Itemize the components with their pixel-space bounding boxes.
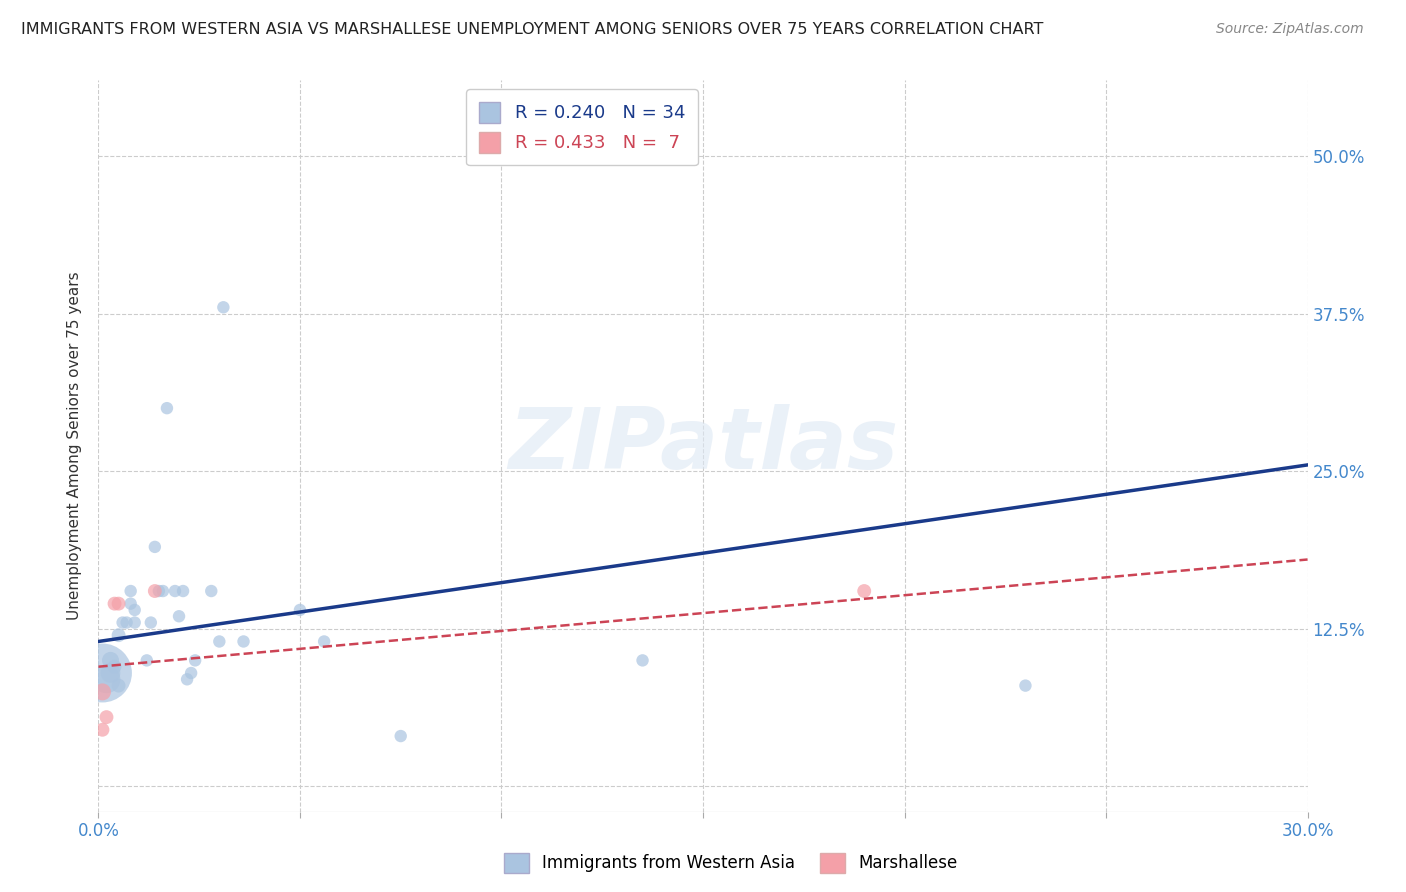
Text: IMMIGRANTS FROM WESTERN ASIA VS MARSHALLESE UNEMPLOYMENT AMONG SENIORS OVER 75 Y: IMMIGRANTS FROM WESTERN ASIA VS MARSHALL… bbox=[21, 22, 1043, 37]
Point bbox=[124, 603, 146, 617]
Point bbox=[288, 603, 311, 617]
Point bbox=[135, 653, 157, 667]
Point bbox=[96, 710, 118, 724]
Legend: Immigrants from Western Asia, Marshallese: Immigrants from Western Asia, Marshalles… bbox=[498, 847, 965, 880]
Point bbox=[314, 634, 336, 648]
Point bbox=[143, 584, 166, 599]
Point bbox=[156, 401, 179, 416]
Text: ZIPatlas: ZIPatlas bbox=[508, 404, 898, 488]
Point bbox=[1014, 679, 1036, 693]
Point bbox=[124, 615, 146, 630]
Point bbox=[100, 665, 122, 680]
Point bbox=[120, 597, 142, 611]
Point bbox=[103, 597, 125, 611]
Point bbox=[107, 628, 129, 642]
Point bbox=[100, 653, 122, 667]
Point bbox=[232, 634, 254, 648]
Point bbox=[180, 665, 202, 680]
Text: Source: ZipAtlas.com: Source: ZipAtlas.com bbox=[1216, 22, 1364, 37]
Legend: R = 0.240   N = 34, R = 0.433   N =  7: R = 0.240 N = 34, R = 0.433 N = 7 bbox=[467, 89, 697, 165]
Point bbox=[200, 584, 222, 599]
Point bbox=[103, 659, 125, 673]
Point bbox=[148, 584, 170, 599]
Point bbox=[212, 300, 235, 314]
Point bbox=[111, 615, 134, 630]
Point bbox=[91, 665, 114, 680]
Point bbox=[176, 673, 198, 687]
Point bbox=[167, 609, 190, 624]
Point bbox=[143, 540, 166, 554]
Point bbox=[853, 584, 876, 599]
Point bbox=[152, 584, 174, 599]
Y-axis label: Unemployment Among Seniors over 75 years: Unemployment Among Seniors over 75 years bbox=[67, 272, 83, 620]
Point bbox=[107, 597, 129, 611]
Point bbox=[184, 653, 207, 667]
Point bbox=[139, 615, 162, 630]
Point bbox=[91, 723, 114, 737]
Point bbox=[115, 615, 138, 630]
Point bbox=[107, 679, 129, 693]
Point bbox=[163, 584, 186, 599]
Point bbox=[91, 685, 114, 699]
Point bbox=[96, 673, 118, 687]
Point bbox=[172, 584, 194, 599]
Point bbox=[120, 584, 142, 599]
Point bbox=[631, 653, 654, 667]
Point bbox=[389, 729, 412, 743]
Point bbox=[208, 634, 231, 648]
